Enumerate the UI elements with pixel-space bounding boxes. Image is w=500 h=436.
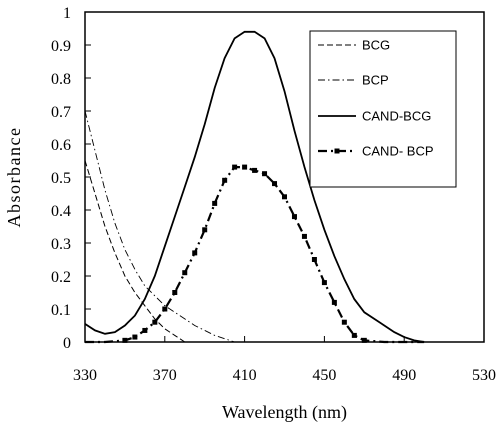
- y-tick-label: 0.6: [51, 137, 71, 154]
- x-tick-label: 410: [233, 367, 257, 384]
- x-tick-label: 370: [153, 367, 177, 384]
- y-tick-label: 0.8: [51, 71, 71, 88]
- data-point: [152, 319, 158, 325]
- data-point: [232, 164, 238, 170]
- y-tick-label: 0.5: [51, 170, 71, 187]
- data-point: [132, 334, 138, 340]
- y-tick-label: 0.9: [51, 38, 71, 55]
- x-tick-label: 330: [73, 367, 97, 384]
- y-tick-label: 0.1: [51, 302, 71, 319]
- data-point: [242, 164, 248, 170]
- y-tick-label: 0.4: [51, 203, 71, 220]
- legend-label: CAND- BCP: [362, 144, 434, 159]
- data-point: [361, 337, 367, 343]
- x-tick-label: 490: [392, 367, 416, 384]
- data-point: [291, 214, 297, 220]
- data-point: [331, 299, 337, 305]
- legend-label: BCG: [362, 38, 390, 53]
- data-point: [301, 233, 307, 239]
- data-point: [282, 194, 287, 200]
- plot-layer: [84, 30, 425, 344]
- x-axis: 330 370 410 450 490 530: [73, 336, 496, 384]
- legend-marker: [334, 148, 340, 154]
- legend-box: [309, 30, 457, 188]
- data-point: [212, 200, 218, 206]
- legend-label: BCP: [362, 73, 389, 88]
- data-point: [192, 250, 198, 256]
- legend: BCG BCP CAND-BCG CAND- BCP: [309, 30, 457, 188]
- data-point: [182, 270, 188, 276]
- data-point: [222, 177, 228, 183]
- data-point: [272, 181, 278, 187]
- data-point: [321, 280, 327, 286]
- y-tick-label: 0.2: [51, 269, 71, 286]
- data-point: [202, 227, 208, 233]
- y-axis: 0 0.1 0.2 0.3 0.4 0.5 0.6 0.7 0.8 0.9 1: [51, 5, 91, 352]
- data-point: [341, 319, 347, 325]
- series-line-3: [84, 30, 425, 343]
- legend-label: CAND-BCG: [362, 109, 431, 124]
- data-point: [162, 306, 168, 312]
- y-tick-label: 1: [63, 5, 71, 22]
- x-tick-label: 530: [472, 367, 496, 384]
- data-point: [351, 332, 357, 338]
- y-tick-label: 0.7: [51, 104, 71, 121]
- data-point: [311, 257, 317, 262]
- series-line-1: [84, 160, 425, 343]
- x-axis-title: Wavelength (nm): [222, 402, 347, 423]
- y-tick-label: 0.3: [51, 236, 71, 253]
- y-axis-title: Absorbance: [4, 127, 24, 228]
- data-point: [142, 327, 148, 333]
- series-line-4: [85, 166, 425, 344]
- series-line-2: [84, 110, 425, 343]
- data-point: [262, 171, 268, 177]
- y-tick-label: 0: [63, 335, 71, 352]
- data-point: [252, 167, 258, 173]
- x-tick-label: 450: [312, 367, 336, 384]
- data-point: [122, 337, 128, 343]
- data-point: [172, 290, 178, 295]
